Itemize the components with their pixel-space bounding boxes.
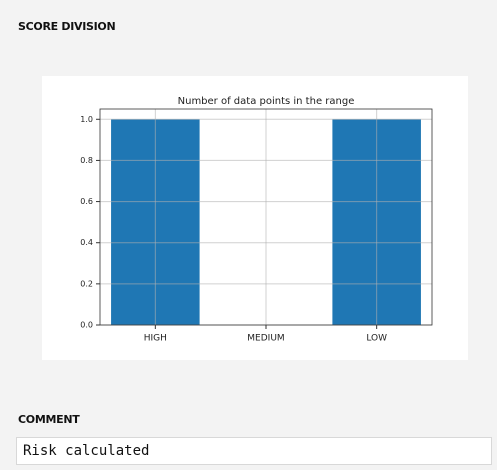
chart-title: Number of data points in the range bbox=[178, 96, 355, 107]
plot-frame bbox=[99, 108, 433, 326]
y-tick-label: 0.2 bbox=[80, 279, 93, 288]
y-tick-label: 0.0 bbox=[80, 321, 93, 330]
x-tick-label: HIGH bbox=[144, 334, 167, 344]
section-title: SCORE DIVISION bbox=[18, 20, 116, 33]
x-tick-label: LOW bbox=[366, 334, 387, 344]
chart: Number of data points in the range 0.0 0.… bbox=[42, 76, 468, 360]
y-tick-label: 0.6 bbox=[80, 197, 93, 206]
comment-label: COMMENT bbox=[18, 413, 80, 426]
y-tick-label: 0.4 bbox=[80, 238, 93, 247]
comment-box: Risk calculated bbox=[16, 437, 492, 465]
y-tick-label: 1.0 bbox=[80, 115, 93, 124]
x-tick-label: MEDIUM bbox=[247, 334, 284, 344]
y-tick-label: 0.8 bbox=[80, 156, 93, 165]
